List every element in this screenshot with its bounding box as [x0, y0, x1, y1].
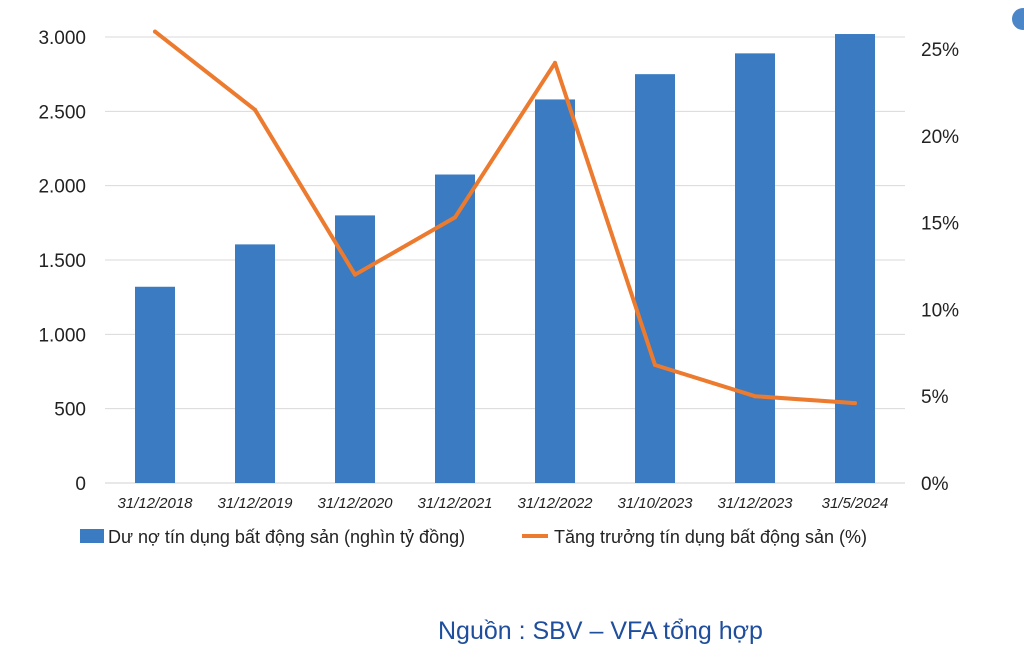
bar: [735, 53, 775, 483]
bar: [835, 34, 875, 483]
x-axis-tick-label: 31/12/2020: [317, 495, 393, 512]
growth-line: [153, 29, 857, 406]
right-axis-tick-label: 25%: [921, 40, 959, 61]
x-axis-tick-label: 31/10/2023: [617, 495, 693, 512]
growth-line-point: [553, 60, 557, 65]
left-axis-tick-label: 0: [75, 474, 86, 495]
x-axis-tick-label: 31/12/2022: [517, 495, 593, 512]
legend-swatch-bars: [80, 529, 104, 543]
bar: [535, 99, 575, 483]
left-axis-tick-label: 1.000: [38, 325, 86, 346]
chart-canvas: 0 500 1.000 1.500 2.000 2.500 3.000 0% 5% 10% 15%…: [38, 28, 959, 547]
x-axis-tick-label: 31/12/2023: [717, 495, 793, 512]
x-axis-tick-label: 31/12/2019: [217, 495, 293, 512]
left-axis-tick-label: 500: [54, 400, 86, 421]
bar-series: [135, 34, 875, 484]
x-axis-tick-label: 31/12/2018: [117, 495, 193, 512]
bar: [235, 244, 275, 483]
bar: [435, 174, 475, 483]
growth-line-point: [853, 401, 857, 406]
x-axis-tick-label: 31/12/2021: [417, 495, 492, 512]
left-axis-tick-label: 2.000: [38, 177, 86, 198]
right-axis-tick-label: 0%: [921, 474, 949, 495]
growth-line-point: [753, 394, 757, 399]
legend-label-line: Tăng trưởng tín dụng bất động sản (%): [554, 527, 867, 547]
growth-line-point: [253, 107, 257, 112]
bar: [635, 74, 675, 484]
left-axis-tick-label: 2.500: [38, 102, 86, 123]
legend-label-bars: Dư nợ tín dụng bất động sản (nghìn tỷ đồ…: [108, 527, 465, 547]
right-axis-tick-label: 5%: [921, 387, 949, 408]
gridlines: [105, 36, 905, 484]
left-axis-tick-label: 1.500: [38, 251, 86, 272]
bar: [135, 286, 175, 483]
x-axis-tick-label: 31/5/2024: [822, 495, 889, 512]
right-axis-tick-label: 20%: [921, 127, 959, 148]
left-axis-tick-labels: 0 500 1.000 1.500 2.000 2.500 3.000: [38, 28, 86, 495]
growth-line-point: [653, 362, 657, 367]
source-caption: Nguồn : SBV – VFA tổng hợp: [438, 617, 763, 645]
right-axis-tick-label: 10%: [921, 300, 959, 321]
left-axis-tick-label: 3.000: [38, 28, 86, 49]
line-series: [153, 29, 857, 406]
growth-line-point: [353, 272, 357, 277]
x-axis-tick-labels: 31/12/2018 31/12/2019 31/12/2020 31/12/2021…: [117, 495, 888, 512]
bar: [335, 215, 375, 483]
growth-line-point: [453, 215, 457, 220]
growth-line-point: [153, 29, 157, 34]
legend: Dư nợ tín dụng bất động sản (nghìn tỷ đồ…: [80, 527, 867, 547]
corner-badge-icon: [1012, 8, 1024, 30]
right-axis-tick-label: 15%: [921, 214, 959, 235]
right-axis-tick-labels: 0% 5% 10% 15% 20% 25%: [921, 40, 959, 495]
